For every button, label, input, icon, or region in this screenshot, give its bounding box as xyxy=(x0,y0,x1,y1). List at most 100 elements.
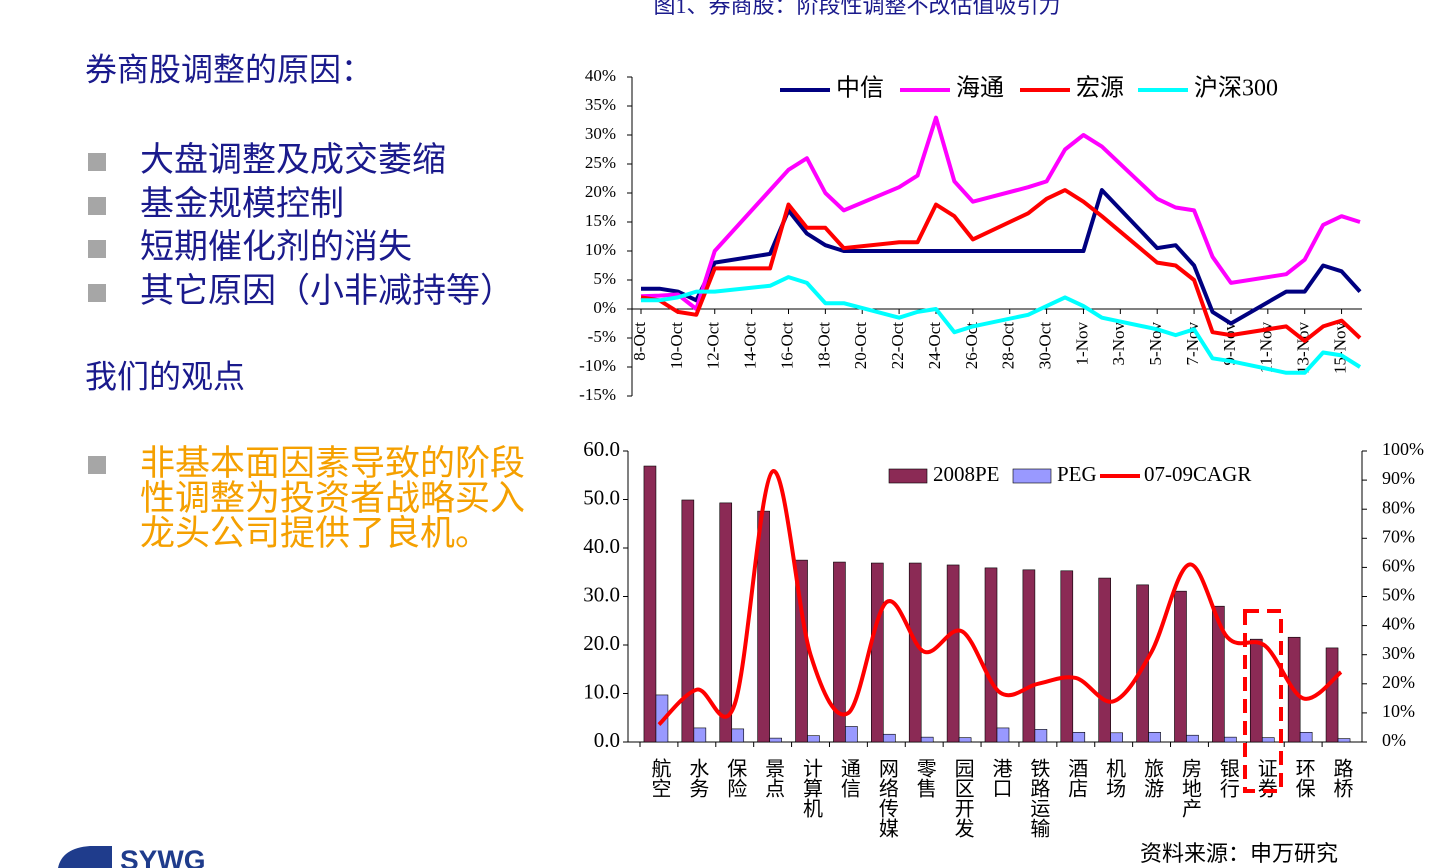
bar xyxy=(908,562,922,743)
bullet xyxy=(88,153,106,171)
series-line xyxy=(641,275,1362,375)
bullet xyxy=(88,456,106,474)
x-tick-label: 港口 xyxy=(989,758,1012,798)
bar xyxy=(946,564,960,743)
bar xyxy=(845,726,858,743)
y-tick-label: 20.0 xyxy=(583,631,620,655)
legend-label: 中信 xyxy=(836,75,884,102)
legend-label: PEG xyxy=(1057,462,1097,486)
x-tick-label: 15-Nov xyxy=(1330,322,1349,374)
x-tick-label: 30-Oct xyxy=(1035,322,1054,369)
view-line: 龙头公司提供了良机。 xyxy=(140,514,490,553)
logo: SYWG xyxy=(58,844,206,868)
y2-tick-label: 60% xyxy=(1382,556,1415,576)
y-tick-label: 30.0 xyxy=(583,582,620,606)
bar xyxy=(871,562,884,743)
y2-tick-label: 70% xyxy=(1382,526,1415,546)
y2-tick-label: 100% xyxy=(1382,439,1424,459)
x-tick-label: 10-Oct xyxy=(667,322,686,369)
bar xyxy=(1224,736,1237,743)
bar xyxy=(1325,647,1339,743)
bar xyxy=(958,737,972,743)
y-tick-label: 40% xyxy=(585,66,616,85)
y2-tick-label: 30% xyxy=(1382,643,1415,663)
x-tick-label: 证券 xyxy=(1254,758,1277,798)
bar-chart: 60.0 50.0 40.0 30.0 20.0 10.0 0.0 100% 90% 80% 70%… xyxy=(583,437,1424,838)
legend-label: 宏源 xyxy=(1076,75,1124,102)
legend-swatch xyxy=(888,468,928,484)
y-tick-label: 10.0 xyxy=(583,679,620,703)
bar xyxy=(1060,570,1074,743)
x-tick-label: 5-Nov xyxy=(1146,322,1165,366)
line-chart: 40% 35% 30% 25% 20% 15% 10% 5% 0% -5% -10% -15% 8-Oc… xyxy=(579,66,1362,404)
y-tick-label: 35% xyxy=(585,95,616,114)
bar xyxy=(1299,731,1313,743)
x-tick-label: 3-Nov xyxy=(1109,322,1128,366)
y2-tick-label: 10% xyxy=(1382,701,1415,721)
series-line xyxy=(640,115,1361,311)
view: 非基本面因素导致的阶段 性调整为投资者战略买入 龙头公司提供了良机。 xyxy=(88,444,525,553)
legend-label: 2008PE xyxy=(933,462,1000,486)
y-tick-label: -15% xyxy=(579,385,616,404)
y-tick-label: 0% xyxy=(593,298,616,317)
bar xyxy=(807,735,820,743)
x-tick-label: 22-Oct xyxy=(888,322,907,369)
x-tick-label: 零售 xyxy=(913,758,936,798)
x-tick-label: 12-Oct xyxy=(704,322,723,369)
heading: 我们的观点 xyxy=(85,358,245,394)
bar xyxy=(1136,584,1149,743)
bar xyxy=(833,561,846,743)
x-tick-label: 机场 xyxy=(1103,758,1126,798)
y2-tick-label: 40% xyxy=(1382,614,1415,634)
x-tick-label: 铁路运输 xyxy=(1027,758,1050,838)
y-tick-label: 25% xyxy=(585,153,616,172)
bar xyxy=(1098,577,1111,743)
bar xyxy=(883,733,896,743)
x-tick-label: 银行 xyxy=(1216,758,1239,798)
y-tick-label: 15% xyxy=(585,211,616,230)
x-tick-label: 11-Nov xyxy=(1257,322,1276,374)
y-tick-label: 0.0 xyxy=(594,728,620,752)
bar xyxy=(1034,729,1048,743)
bullet xyxy=(88,240,106,258)
legend-label: 07-09CAGR xyxy=(1144,462,1251,486)
y2-tick-label: 80% xyxy=(1382,497,1415,517)
y-tick-label: 50.0 xyxy=(583,485,620,509)
x-tick-label: 景点 xyxy=(762,758,785,798)
heading: 券商股调整的原因： xyxy=(85,51,373,87)
logo-text: SYWG xyxy=(120,844,206,868)
legend-swatch xyxy=(1012,468,1052,484)
x-tick-label: 14-Oct xyxy=(741,322,760,369)
series-line xyxy=(641,188,1362,326)
x-tick-label: 28-Oct xyxy=(999,322,1018,369)
bar xyxy=(996,727,1010,743)
y2-tick-label: 0% xyxy=(1382,730,1406,750)
x-tick-label: 1-Nov xyxy=(1072,322,1091,366)
bar xyxy=(1249,638,1263,743)
figure-title: 图1、券商股：阶段性调整不改估值吸引力 xyxy=(653,0,1060,18)
x-tick-label: 环保 xyxy=(1292,758,1315,798)
bar xyxy=(920,736,934,743)
bar xyxy=(719,502,733,743)
bar xyxy=(1072,731,1086,743)
y-tick-label: 20% xyxy=(585,182,616,201)
bar xyxy=(1174,590,1187,743)
bar xyxy=(769,737,782,743)
y-tick-label: 5% xyxy=(593,269,616,288)
y-tick-label: -10% xyxy=(579,356,616,375)
x-tick-label: 20-Oct xyxy=(851,322,870,369)
x-tick-label: 8-Oct xyxy=(630,322,649,361)
y-tick-label: 40.0 xyxy=(583,534,620,558)
x-tick-label: 路桥 xyxy=(1330,758,1353,798)
y-tick-label: -5% xyxy=(588,327,616,346)
bar xyxy=(1186,734,1199,743)
logo-mark xyxy=(58,846,112,868)
x-tick-label: 园区开发 xyxy=(951,758,974,838)
x-tick-label: 旅游 xyxy=(1141,758,1164,798)
bar xyxy=(1212,605,1225,743)
view-line: 性调整为投资者战略买入 xyxy=(140,479,525,518)
y-tick-label: 60.0 xyxy=(583,437,620,461)
x-tick-label: 24-Oct xyxy=(925,322,944,369)
bullet xyxy=(88,197,106,215)
